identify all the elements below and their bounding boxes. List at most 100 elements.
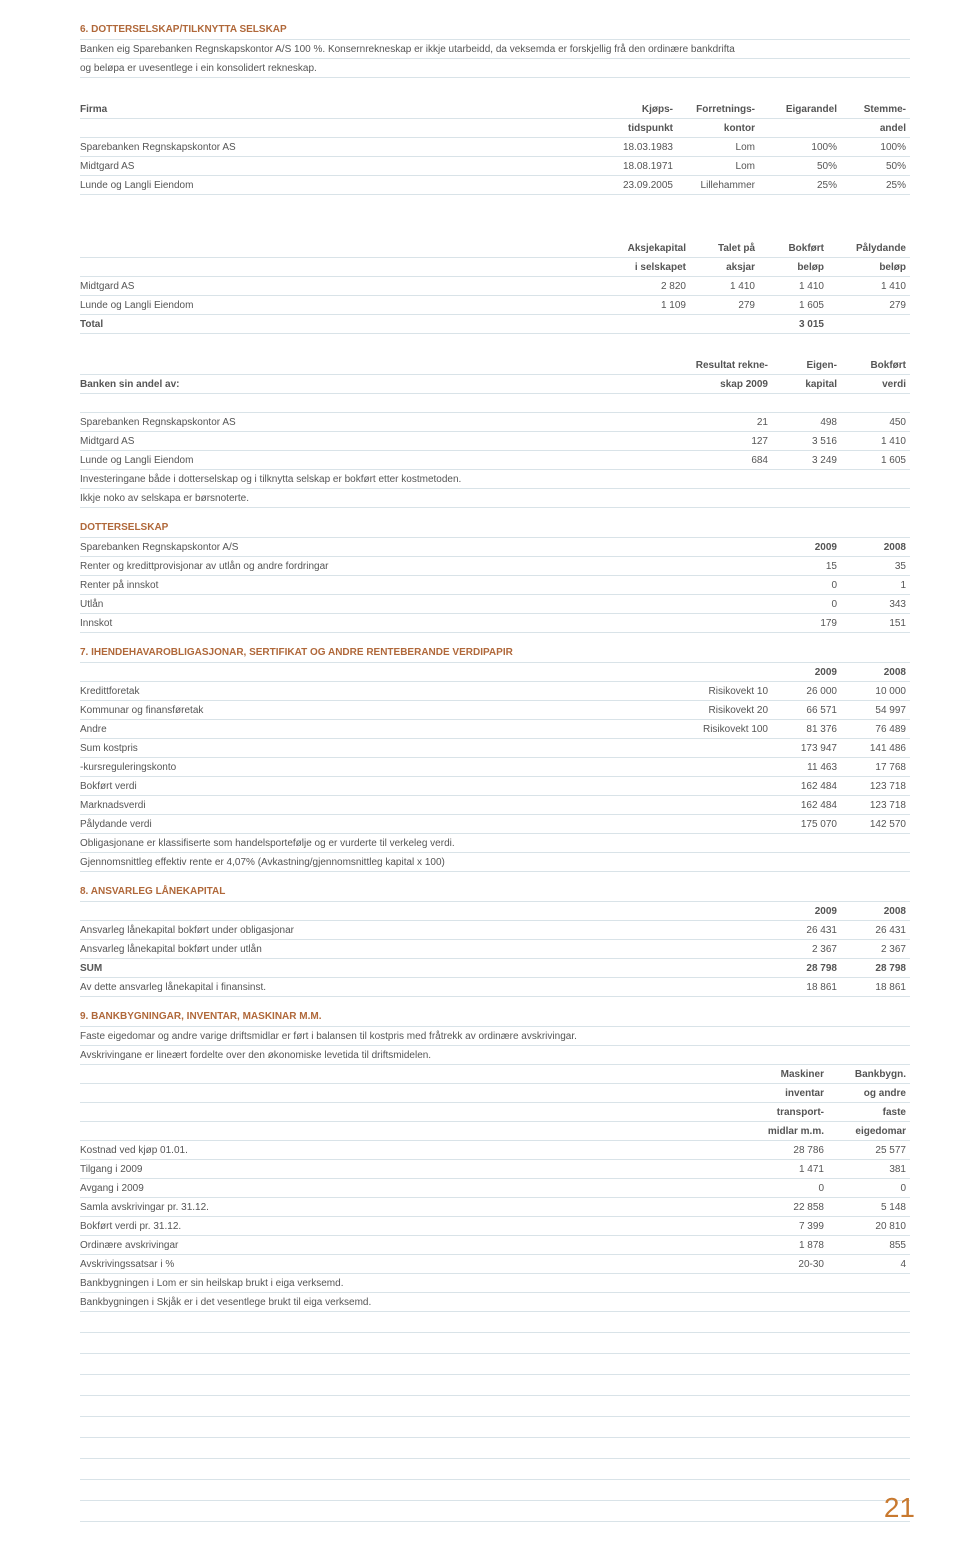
label: Total bbox=[80, 319, 608, 330]
label: Avgang i 2009 bbox=[80, 1183, 746, 1194]
table-row: Faste eigedomar og andre varige driftsmi… bbox=[80, 1027, 910, 1046]
col: Bokført bbox=[841, 360, 910, 371]
label: Lunde og Langli Eiendom bbox=[80, 300, 608, 311]
col-year: 2009 bbox=[772, 906, 841, 917]
table-row: Avskrivingane er lineært fordelte over d… bbox=[80, 1046, 910, 1065]
sum-row: SUM 28 798 28 798 bbox=[80, 959, 910, 978]
col-kontor: kontor bbox=[677, 123, 759, 134]
label: Pålydande verdi bbox=[80, 819, 668, 830]
col: kapital bbox=[772, 379, 841, 390]
firma: Lunde og Langli Eiendom bbox=[80, 180, 595, 191]
table-header-row: transport- faste bbox=[80, 1103, 910, 1122]
cell: 2 367 bbox=[841, 944, 910, 955]
table-row: Renter på innskot01 bbox=[80, 576, 910, 595]
cell: 66 571 bbox=[772, 705, 841, 716]
value: 3 015 bbox=[759, 319, 828, 330]
eigarandel: 25% bbox=[759, 180, 841, 191]
cell: 15 bbox=[772, 561, 841, 572]
section-7-title: 7. IHENDEHAVAROBLIGASJONAR, SERTIFIKAT O… bbox=[80, 643, 910, 663]
label: Tilgang i 2009 bbox=[80, 1164, 746, 1175]
col-year: 2008 bbox=[841, 667, 910, 678]
intro: Faste eigedomar og andre varige driftsmi… bbox=[80, 1031, 910, 1042]
cell: 1 410 bbox=[759, 281, 828, 292]
label: Kostnad ved kjøp 01.01. bbox=[80, 1145, 746, 1156]
label: Utlån bbox=[80, 599, 772, 610]
empty-lines bbox=[80, 1312, 910, 1522]
cell: 1 605 bbox=[841, 455, 910, 466]
col: Eigen- bbox=[772, 360, 841, 371]
label: Av dette ansvarleg lånekapital i finansi… bbox=[80, 982, 772, 993]
cell: 1 bbox=[841, 580, 910, 591]
col: Banken sin andel av: bbox=[80, 379, 668, 390]
cell: 26 000 bbox=[772, 686, 841, 697]
table-row: Lunde og Langli Eiendom6843 2491 605 bbox=[80, 451, 910, 470]
cell: 179 bbox=[772, 618, 841, 629]
table-row: Bokført verdi162 484123 718 bbox=[80, 777, 910, 796]
table-row: Pålydande verdi175 070142 570 bbox=[80, 815, 910, 834]
table-row: Midtgard AS18.08.1971Lom50%50% bbox=[80, 157, 910, 176]
table-row: Ansvarleg lånekapital bokført under utlå… bbox=[80, 940, 910, 959]
label: Ansvarleg lånekapital bokført under utlå… bbox=[80, 944, 772, 955]
cell: 2 367 bbox=[772, 944, 841, 955]
col: Talet på bbox=[690, 243, 759, 254]
cell: 26 431 bbox=[772, 925, 841, 936]
label: Innskot bbox=[80, 618, 772, 629]
cell: 123 718 bbox=[841, 781, 910, 792]
col: transport- bbox=[746, 1107, 828, 1118]
value: 28 798 bbox=[841, 963, 910, 974]
cell: 81 376 bbox=[772, 724, 841, 735]
heading: 9. BANKBYGNINGAR, INVENTAR, MASKINAR M.M… bbox=[80, 1009, 321, 1024]
label: Kredittforetak bbox=[80, 686, 668, 697]
risikovekt: Risikovekt 20 bbox=[668, 705, 772, 716]
table-row: Innskot179151 bbox=[80, 614, 910, 633]
table-row: Kommunar og finansføretakRisikovekt 2066… bbox=[80, 701, 910, 720]
table-row: Midtgard AS2 8201 4101 4101 410 bbox=[80, 277, 910, 296]
col-year: 2009 bbox=[772, 542, 841, 553]
cell: 21 bbox=[668, 417, 772, 428]
table-header-row: i selskapet aksjar beløp beløp bbox=[80, 258, 910, 277]
label: Sparebanken Regnskapskontor AS bbox=[80, 417, 668, 428]
intro: Avskrivingane er lineært fordelte over d… bbox=[80, 1050, 910, 1061]
cell: 855 bbox=[828, 1240, 910, 1251]
col: Aksjekapital bbox=[608, 243, 690, 254]
label: Midtgard AS bbox=[80, 281, 608, 292]
note: Ikkje noko av selskapa er børsnoterte. bbox=[80, 493, 910, 504]
cell: 1 109 bbox=[608, 300, 690, 311]
col-andel: andel bbox=[841, 123, 910, 134]
table-header-row: Maskiner Bankbygn. bbox=[80, 1065, 910, 1084]
cell: 0 bbox=[772, 599, 841, 610]
col-forretnings: Forretnings- bbox=[677, 104, 759, 115]
stemmeandel: 100% bbox=[841, 142, 910, 153]
cell: 28 786 bbox=[746, 1145, 828, 1156]
col-eigarandel: Eigarandel bbox=[759, 104, 841, 115]
cell: 162 484 bbox=[772, 800, 841, 811]
cell: 0 bbox=[746, 1183, 828, 1194]
label: Midtgard AS bbox=[80, 436, 668, 447]
table-header-row: Resultat rekne- Eigen- Bokført bbox=[80, 356, 910, 375]
table-header-row: tidspunkt kontor andel bbox=[80, 119, 910, 138]
cell: 123 718 bbox=[841, 800, 910, 811]
col: Bankbygn. bbox=[828, 1069, 910, 1080]
col-firma: Firma bbox=[80, 104, 595, 115]
table-row: AndreRisikovekt 10081 37676 489 bbox=[80, 720, 910, 739]
table-row: Sum kostpris173 947141 486 bbox=[80, 739, 910, 758]
label: Renter på innskot bbox=[80, 580, 772, 591]
table-header-row: 2009 2008 bbox=[80, 902, 910, 921]
table-row: Lunde og Langli Eiendom23.09.2005Lilleha… bbox=[80, 176, 910, 195]
cell: 279 bbox=[690, 300, 759, 311]
cell: 3 249 bbox=[772, 455, 841, 466]
kjopstidspunkt: 18.03.1983 bbox=[595, 142, 677, 153]
risikovekt: Risikovekt 100 bbox=[668, 724, 772, 735]
value: 18 861 bbox=[841, 982, 910, 993]
col: Bokført bbox=[759, 243, 828, 254]
table-header-row: Firma Kjøps- Forretnings- Eigarandel Ste… bbox=[80, 100, 910, 119]
table-row: Lunde og Langli Eiendom1 1092791 605279 bbox=[80, 296, 910, 315]
cell: 26 431 bbox=[841, 925, 910, 936]
label: Andre bbox=[80, 724, 668, 735]
table-row: Bankbygningen i Lom er sin heilskap bruk… bbox=[80, 1274, 910, 1293]
cell: 1 605 bbox=[759, 300, 828, 311]
cell: 7 399 bbox=[746, 1221, 828, 1232]
table-row: Gjennomsnittleg effektiv rente er 4,07% … bbox=[80, 853, 910, 872]
col: verdi bbox=[841, 379, 910, 390]
table-row: Avgang i 200900 bbox=[80, 1179, 910, 1198]
